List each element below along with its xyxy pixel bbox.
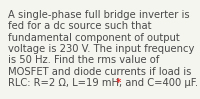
Text: is 50 Hz. Find the rms value of: is 50 Hz. Find the rms value of <box>8 55 159 65</box>
Text: RLC: R=2 Ω, L=19 mH, and C=400 µF.: RLC: R=2 Ω, L=19 mH, and C=400 µF. <box>8 78 198 88</box>
Text: fundamental component of output: fundamental component of output <box>8 33 179 43</box>
Text: *: * <box>116 78 121 88</box>
Text: MOSFET and diode currents if load is: MOSFET and diode currents if load is <box>8 67 191 77</box>
Text: A single-phase full bridge inverter is: A single-phase full bridge inverter is <box>8 10 189 20</box>
Text: fed for a dc source such that: fed for a dc source such that <box>8 21 151 31</box>
Text: voltage is 230 V. The input frequency: voltage is 230 V. The input frequency <box>8 44 194 54</box>
